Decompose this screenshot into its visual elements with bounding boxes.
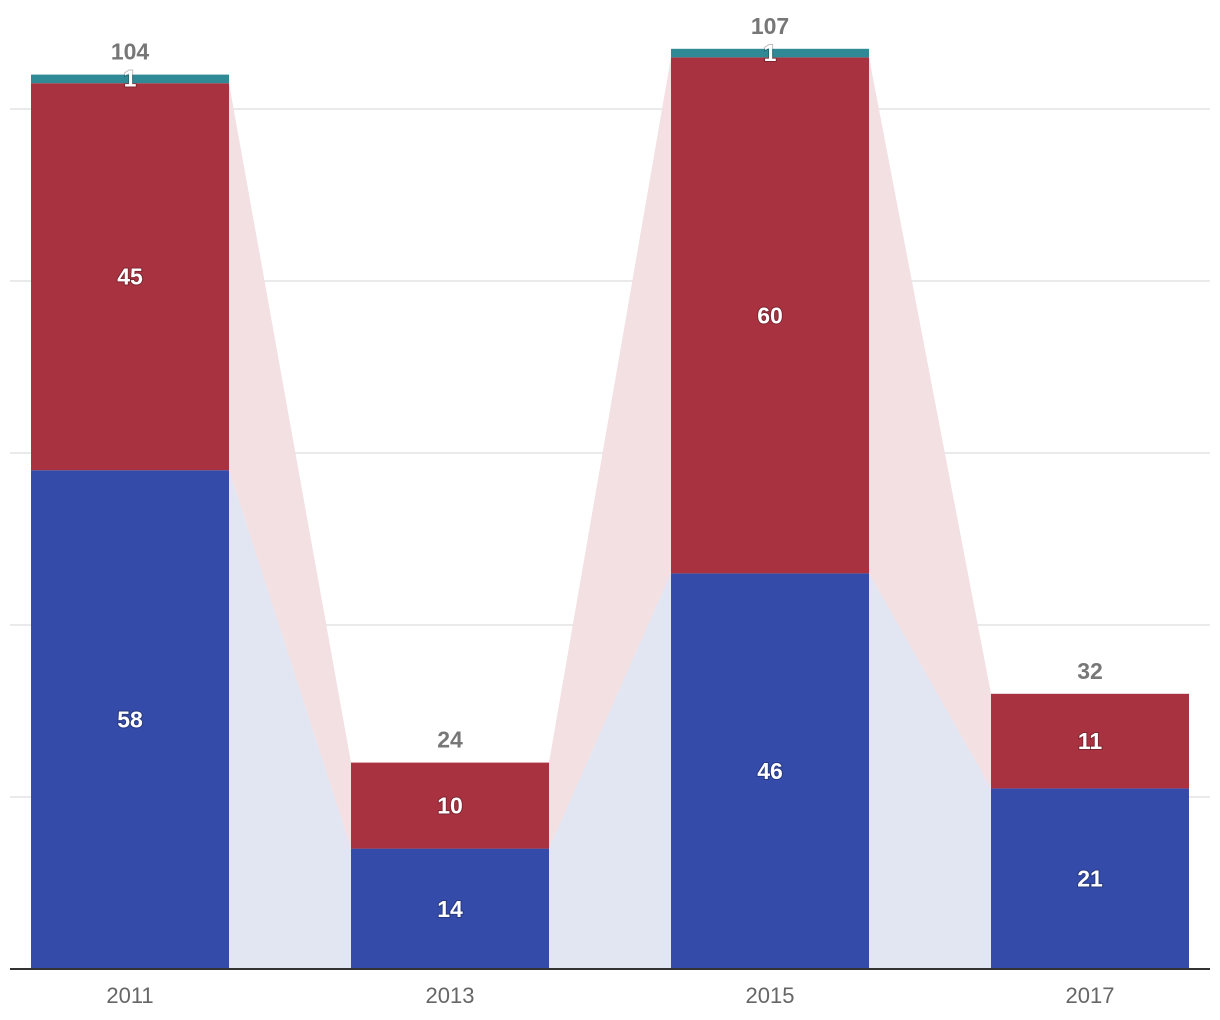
segment-value-label: 45 xyxy=(117,264,143,290)
bars xyxy=(31,48,1189,969)
connector-band xyxy=(549,573,671,969)
total-value-label: 24 xyxy=(437,727,463,753)
connector-band xyxy=(869,57,991,789)
x-tick-label: 2017 xyxy=(1066,983,1115,1008)
bar-segment xyxy=(351,848,549,969)
segment-value-label: 11 xyxy=(1078,728,1103,754)
connector-band xyxy=(229,470,351,969)
segment-value-label: 14 xyxy=(437,896,463,922)
segment-value-label: 21 xyxy=(1077,866,1103,892)
bar-segment xyxy=(671,57,869,574)
bar-segment xyxy=(671,573,869,969)
bar-segment xyxy=(671,48,869,58)
connector-band xyxy=(229,83,351,849)
segment-value-label: 1 xyxy=(764,40,777,66)
bar-segment xyxy=(31,74,229,84)
segment-value-label: 58 xyxy=(117,707,143,733)
x-tick-label: 2015 xyxy=(746,983,795,1008)
connector-bands xyxy=(229,57,991,969)
x-tick-label: 2011 xyxy=(106,983,153,1008)
total-value-label: 32 xyxy=(1077,658,1103,684)
connector-band xyxy=(869,573,991,969)
bar-segment xyxy=(991,693,1189,789)
bar-segment xyxy=(31,83,229,471)
segment-value-label: 10 xyxy=(437,793,463,819)
bar-segment xyxy=(31,470,229,969)
total-value-label: 104 xyxy=(111,39,150,65)
segment-value-label: 1 xyxy=(124,66,137,92)
connector-band xyxy=(549,57,671,849)
x-tick-label: 2013 xyxy=(426,983,475,1008)
segment-value-label: 60 xyxy=(757,302,783,328)
total-value-label: 107 xyxy=(751,13,789,39)
x-axis-ticks: 2011 2013 2015 2017 xyxy=(106,983,1114,1008)
segment-value-label: 46 xyxy=(757,758,783,784)
bar-segment xyxy=(351,762,549,849)
bar-segment xyxy=(991,788,1189,969)
